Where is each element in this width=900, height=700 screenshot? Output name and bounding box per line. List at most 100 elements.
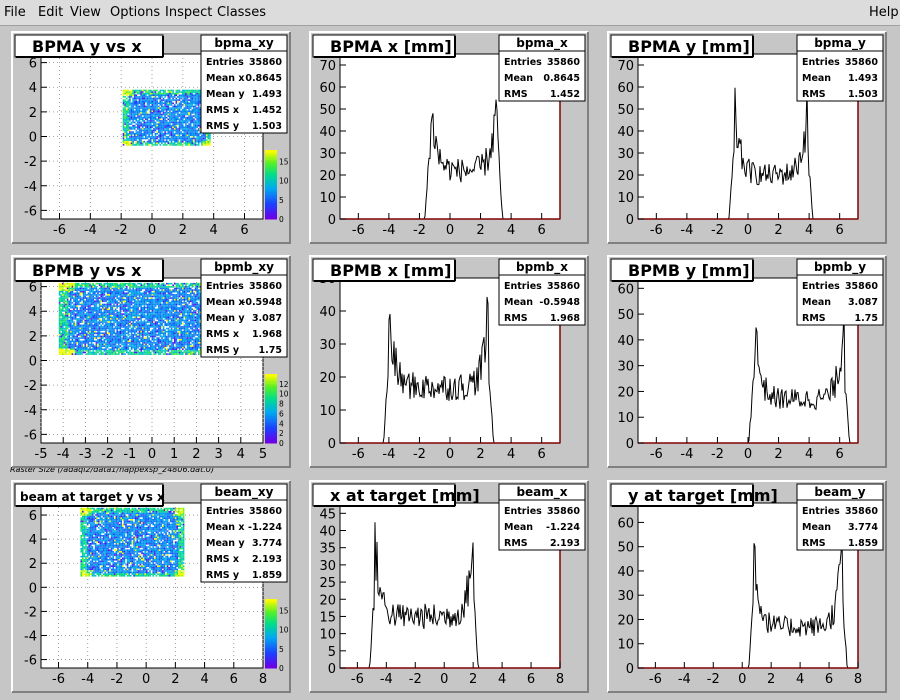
x-tick-label: 4 <box>507 447 515 462</box>
stats-name: beam_xy <box>215 485 274 500</box>
x-tick-label: -2 <box>101 447 114 462</box>
x-tick-label: -6 <box>53 223 66 238</box>
pad-beam-y: -6 -4 -2 0 2 4 6 8 0 10 20 30 40 50 60 y at target [mm]… <box>607 480 887 693</box>
pad-title-text: BPMA y [mm] <box>628 37 750 56</box>
pad-title: BPMB y [mm] <box>610 258 754 282</box>
stats-label: RMS <box>504 313 528 324</box>
x-tick-label: 2 <box>476 447 484 462</box>
menu-view[interactable]: View <box>70 5 101 20</box>
x-tick-label: -4 <box>81 672 94 687</box>
menu-help[interactable]: Help <box>869 5 899 20</box>
stats-label: RMS y <box>206 570 240 581</box>
x-tick-label: -6 <box>649 672 662 687</box>
y-tick-label: 70 <box>617 59 634 74</box>
y-tick-label: 25 <box>319 576 336 591</box>
x-tick-label: 1 <box>170 447 178 462</box>
x-tick-label: -2 <box>110 672 123 687</box>
stats-value: 35860 <box>547 57 580 68</box>
stats-value: 35860 <box>845 506 878 517</box>
menu-classes[interactable]: Classes <box>217 5 266 20</box>
x-tick-label: 8 <box>259 672 267 687</box>
stats-value: 1.75 <box>259 345 282 356</box>
y-tick-label: 60 <box>617 282 634 297</box>
stats-label: Entries <box>802 506 840 517</box>
stats-box <box>498 258 586 326</box>
x-tick-label: 0 <box>440 672 448 687</box>
stats-label: Mean <box>802 297 831 308</box>
y-tick-label: 50 <box>617 541 634 556</box>
pad-beam-xy: 0 5 10 15 -6 -4 -2 0 2 4 6 8 -6 -4 -2 0 2 4 6 beam at targe… <box>11 480 291 693</box>
palette-tick-label: 6 <box>279 409 284 418</box>
y-tick-label: 30 <box>617 589 634 604</box>
y-tick-label: -6 <box>24 428 37 443</box>
y-tick-label: 15 <box>319 610 336 625</box>
pad-title: x at target [mm] <box>312 483 480 507</box>
pad-title: BPMB y vs x <box>14 258 164 282</box>
y-tick-label: -2 <box>24 155 37 170</box>
stats-value: -1.224 <box>546 522 580 533</box>
x-tick-label: 0 <box>148 447 156 462</box>
x-tick-label: 0 <box>446 447 454 462</box>
y-tick-label: -4 <box>24 629 37 644</box>
stats-label: RMS x <box>206 105 239 116</box>
x-tick-label: 4 <box>237 447 245 462</box>
menu-edit[interactable]: Edit <box>38 5 64 20</box>
y-tick-label: 0 <box>328 662 336 677</box>
y-tick-label: 30 <box>319 338 336 353</box>
x-tick-label: -4 <box>57 447 70 462</box>
x-tick-label: -4 <box>680 223 693 238</box>
stats-label: Entries <box>504 281 542 292</box>
stats-value: 1.75 <box>855 313 878 324</box>
y-tick-label: 0 <box>328 437 336 452</box>
stats-value: 35860 <box>249 506 282 517</box>
y-tick-label: 0 <box>626 437 634 452</box>
y-tick-label: 4 <box>29 81 37 96</box>
y-tick-label: 30 <box>617 147 634 162</box>
y-tick-label: 40 <box>617 565 634 580</box>
palette-tick-label: 15 <box>279 158 289 167</box>
stats-value: 35860 <box>845 57 878 68</box>
palette-tick-label: 2 <box>279 429 284 438</box>
x-tick-label: -4 <box>678 672 691 687</box>
stats-box <box>498 34 586 102</box>
y-tick-label: 20 <box>617 169 634 184</box>
menu-file[interactable]: File <box>4 5 26 20</box>
x-tick-label: 4 <box>200 672 208 687</box>
stats-label: Mean y <box>206 313 245 324</box>
y-tick-label: 40 <box>319 305 336 320</box>
canvas-area: Raster Size (/adaql2/data1/happexsp_2480… <box>0 26 900 700</box>
x-tick-label: -4 <box>382 223 395 238</box>
x-tick-label: 0 <box>148 223 156 238</box>
y-tick-label: 60 <box>617 516 634 531</box>
palette-tick-label: 5 <box>279 645 284 654</box>
x-tick-label: 4 <box>805 447 813 462</box>
y-tick-label: 20 <box>319 169 336 184</box>
menu-inspect[interactable]: Inspect <box>165 5 213 20</box>
x-tick-label: 2 <box>774 223 782 238</box>
y-tick-label: 5 <box>328 645 336 660</box>
y-tick-label: 60 <box>319 81 336 96</box>
pad-title-text: BPMA x [mm] <box>330 37 452 56</box>
x-tick-label: 2 <box>192 447 200 462</box>
stats-value: 1.968 <box>550 313 580 324</box>
stats-name: beam_y <box>814 485 865 500</box>
stats-value: 1.968 <box>252 329 282 340</box>
stats-name: bpma_x <box>516 36 568 51</box>
y-tick-label: 4 <box>29 305 37 320</box>
x-tick-label: 6 <box>538 223 546 238</box>
y-tick-label: 20 <box>319 593 336 608</box>
y-tick-label: 45 <box>319 507 336 522</box>
stats-box <box>796 258 884 326</box>
x-tick-label: 8 <box>556 672 564 687</box>
stats-label: RMS <box>802 89 826 100</box>
y-tick-label: 6 <box>29 281 37 296</box>
color-palette: 0 5 10 15 <box>265 150 289 224</box>
x-tick-label: -2 <box>711 223 724 238</box>
x-tick-label: 2 <box>171 672 179 687</box>
menu-options[interactable]: Options <box>110 5 161 20</box>
y-tick-label: 4 <box>29 533 37 548</box>
pad-title: BPMB x [mm] <box>312 258 456 282</box>
x-tick-label: 2 <box>179 223 187 238</box>
